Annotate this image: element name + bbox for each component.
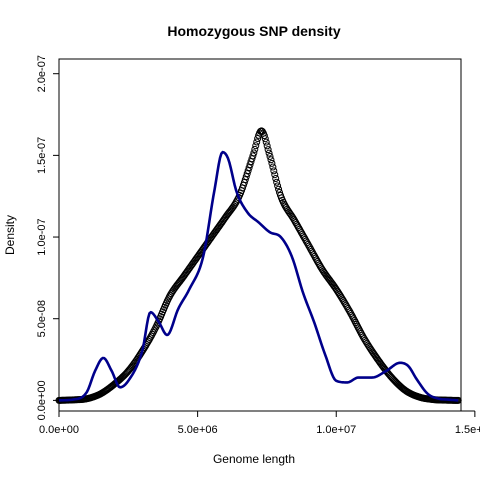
density-point	[265, 149, 273, 157]
density-point	[258, 128, 266, 136]
series-line	[58, 150, 459, 402]
density-point	[232, 199, 240, 207]
plot-area	[58, 58, 462, 412]
series-circles	[55, 127, 462, 404]
x-tick-label: 0.0e+00	[39, 424, 79, 436]
y-axis: 0.0e+00 5.0e-08 1.0e-07 1.5e-07 2.0e-07	[36, 55, 60, 420]
density-point	[241, 176, 249, 184]
density-point	[263, 142, 271, 150]
density-point	[271, 171, 279, 179]
density-point	[270, 167, 278, 175]
y-tick-label: 2.0e-07	[36, 55, 48, 92]
x-tick-label: 1.0e+07	[316, 424, 356, 436]
density-point	[272, 175, 280, 183]
density-point	[244, 167, 252, 175]
y-tick-label: 5.0e-08	[36, 300, 48, 337]
y-tick-label: 1.0e-07	[36, 218, 48, 255]
density-point	[275, 185, 283, 193]
density-point	[242, 173, 250, 181]
density-point	[273, 178, 281, 186]
density-point	[251, 145, 259, 153]
density-point	[253, 138, 261, 146]
density-point	[268, 159, 276, 167]
density-point	[262, 138, 270, 146]
density-point	[245, 164, 253, 172]
density-point	[260, 132, 268, 140]
series-layer	[55, 127, 462, 404]
density-point	[252, 142, 260, 150]
density-point	[292, 219, 300, 227]
density-point	[274, 182, 282, 190]
y-tick-label: 1.5e-07	[36, 137, 48, 174]
y-axis-label: Density	[3, 215, 17, 255]
density-point	[249, 152, 257, 160]
density-point	[345, 306, 353, 314]
density-point	[250, 149, 258, 157]
chart-title: Homozygous SNP density	[167, 23, 340, 39]
x-tick-label: 1.5e+07	[455, 424, 480, 436]
x-tick-label: 5.0e+06	[178, 424, 218, 436]
x-axis: 0.0e+00 5.0e+06 1.0e+07 1.5e+07	[39, 410, 480, 436]
density-point	[261, 135, 269, 143]
x-axis-label: Genome length	[213, 452, 295, 466]
y-tick-label: 0.0e+00	[36, 380, 48, 420]
density-point	[243, 170, 251, 178]
density-point	[267, 156, 275, 164]
density-point	[269, 163, 277, 171]
density-point	[264, 146, 272, 154]
density-point	[266, 152, 274, 160]
